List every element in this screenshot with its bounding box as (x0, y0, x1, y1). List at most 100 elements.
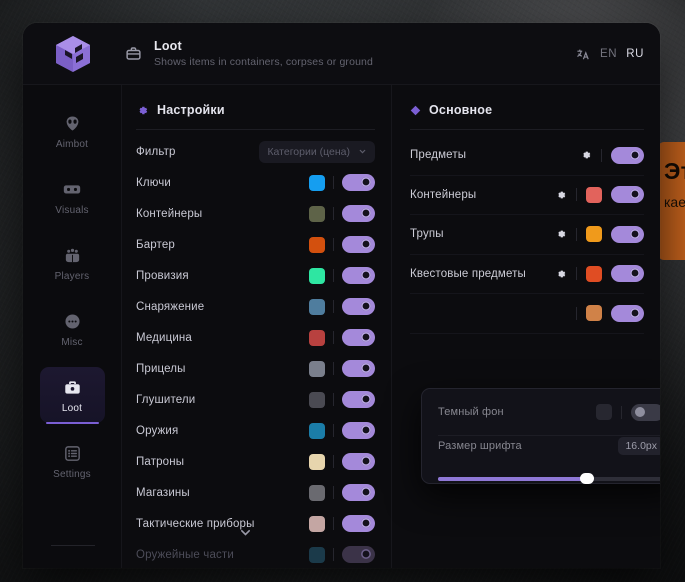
font-size-value[interactable]: 16.0px (618, 437, 660, 455)
toggle-knob (361, 239, 371, 249)
row-toggle[interactable] (342, 267, 375, 284)
row-toggle[interactable] (611, 225, 644, 243)
row-toggle[interactable] (342, 391, 375, 408)
loot-category-color-swatch[interactable] (309, 329, 325, 346)
row-toggle[interactable] (342, 453, 375, 470)
row-divider (333, 269, 334, 282)
alien-head-icon (63, 112, 82, 134)
loot-options-popup: Темный фон Размер шрифта 16.0px (421, 388, 660, 484)
sidebar-item-loot[interactable]: Loot (39, 367, 105, 424)
loot-category-color-swatch[interactable] (309, 515, 325, 532)
people-group-icon (63, 244, 82, 266)
sidebar-item-visuals[interactable]: Visuals (40, 169, 105, 225)
gear-icon[interactable] (580, 149, 592, 161)
loot-category-row: Тактические приборы (136, 508, 375, 539)
dark-background-toggle[interactable] (631, 403, 660, 421)
loot-category-color-swatch[interactable] (309, 453, 325, 470)
loot-category-color-swatch[interactable] (309, 174, 325, 191)
loot-category-label: Тактические приборы (136, 517, 255, 530)
main-option-color-swatch[interactable] (586, 305, 602, 322)
slider-thumb[interactable] (580, 473, 595, 484)
loot-category-color-swatch[interactable] (309, 236, 325, 253)
row-toggle[interactable] (342, 298, 375, 315)
row-toggle[interactable] (342, 484, 375, 501)
row-divider (333, 455, 334, 468)
sidebar-label-misc: Misc (61, 337, 83, 348)
loot-category-color-swatch[interactable] (309, 360, 325, 377)
row-divider (601, 148, 602, 162)
main-option-color-swatch[interactable] (586, 226, 602, 243)
main-panel-header: Основное (410, 101, 644, 129)
loot-category-label: Снаряжение (136, 300, 205, 313)
sidebar-item-settings[interactable]: Settings (40, 433, 105, 489)
toggle-knob (361, 363, 371, 373)
toggle-knob (630, 189, 640, 200)
loot-category-row: Магазины (136, 477, 375, 508)
row-toggle[interactable] (342, 422, 375, 439)
page-title: Loot (154, 39, 182, 53)
loot-category-color-swatch[interactable] (309, 422, 325, 439)
sidebar-item-players[interactable]: Players (40, 235, 105, 291)
toggle-knob (630, 228, 640, 239)
row-divider (576, 188, 577, 202)
main-option-color-swatch[interactable] (586, 186, 602, 203)
row-toggle[interactable] (611, 265, 644, 283)
gear-icon[interactable] (555, 268, 567, 280)
chevron-down-icon[interactable] (239, 526, 252, 544)
sidebar-item-aimbot[interactable]: Aimbot (40, 103, 105, 159)
row-toggle[interactable] (342, 515, 375, 532)
sidebar-item-misc[interactable]: Misc (40, 301, 105, 357)
row-toggle[interactable] (342, 174, 375, 191)
main-panel-title: Основное (429, 103, 493, 117)
sidebar-label-aimbot: Aimbot (55, 139, 89, 150)
loot-category-color-swatch[interactable] (309, 546, 325, 563)
loot-category-label: Магазины (136, 486, 190, 499)
row-divider (333, 393, 334, 406)
row-toggle[interactable] (342, 205, 375, 222)
header-text-block: Loot Shows items in containers, corpses … (154, 39, 575, 68)
loot-category-row: Ключи (136, 167, 375, 198)
row-toggle[interactable] (342, 329, 375, 346)
toggle-knob (361, 301, 371, 311)
toggle-knob (361, 270, 371, 280)
filter-dropdown-value: Категории (цена) (267, 145, 350, 158)
row-toggle[interactable] (342, 546, 375, 563)
loot-category-row: Провизия (136, 260, 375, 291)
row-toggle[interactable] (611, 186, 644, 204)
list-settings-icon (63, 442, 82, 464)
lang-button-ru[interactable]: RU (626, 47, 644, 60)
row-divider (621, 405, 622, 419)
lang-button-en[interactable]: EN (600, 47, 618, 60)
app-logo (23, 33, 122, 75)
row-toggle[interactable] (342, 360, 375, 377)
row-toggle[interactable] (342, 236, 375, 253)
loot-category-color-swatch[interactable] (309, 267, 325, 284)
toggle-knob (630, 307, 640, 318)
loot-category-color-swatch[interactable] (309, 484, 325, 501)
toggle-knob (630, 268, 640, 279)
main-option-label: Трупы (410, 228, 444, 241)
main-option-row: Квестовые предметы (410, 255, 644, 294)
font-size-row: Размер шрифта 16.0px (438, 436, 660, 484)
gear-icon[interactable] (555, 228, 567, 240)
loot-category-label: Бартер (136, 238, 175, 251)
row-divider (333, 424, 334, 437)
loot-category-color-swatch[interactable] (309, 205, 325, 222)
loot-category-label: Оружейные части (136, 548, 234, 561)
loot-category-color-swatch[interactable] (309, 298, 325, 315)
row-toggle[interactable] (611, 146, 644, 164)
gear-icon[interactable] (555, 189, 567, 201)
row-divider (333, 548, 334, 561)
row-toggle[interactable] (611, 304, 644, 322)
font-size-label: Размер шрифта (438, 440, 522, 452)
toggle-knob (361, 518, 371, 528)
main-panel-rule (410, 129, 644, 130)
loot-category-color-swatch[interactable] (309, 391, 325, 408)
font-size-slider[interactable] (438, 473, 660, 484)
main-option-color-swatch[interactable] (586, 265, 602, 282)
loot-category-row: Глушители (136, 384, 375, 415)
language-switcher[interactable]: EN RU (575, 46, 644, 62)
dark-background-color-swatch[interactable] (596, 404, 612, 420)
filter-dropdown[interactable]: Категории (цена) (259, 140, 375, 163)
toggle-knob (361, 487, 371, 497)
